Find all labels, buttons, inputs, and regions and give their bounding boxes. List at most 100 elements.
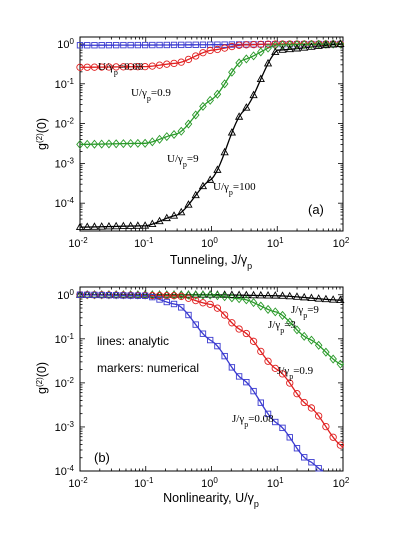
- series-marker-0: [227, 290, 237, 298]
- series-marker-0: [126, 290, 135, 298]
- y-tick-label: 100: [57, 287, 74, 302]
- series-marker-2: [278, 40, 287, 50]
- panel-b-markers: [75, 290, 345, 472]
- series-marker-3: [76, 291, 84, 298]
- panel-b: 10-2 10-1 100 101 102 10-4 10-3 10-2 10-1 100 Non…: [35, 286, 350, 509]
- series-marker-1: [213, 291, 222, 301]
- series-marker-3: [169, 211, 179, 219]
- series-marker-2: [264, 43, 272, 53]
- series-marker-3: [112, 221, 121, 230]
- series-marker-1: [271, 307, 280, 317]
- label-b-j-3: J/γp=3: [268, 319, 296, 335]
- series-marker-3: [185, 311, 192, 319]
- series-marker-1: [90, 290, 99, 300]
- series-marker-2: [235, 325, 243, 333]
- series-marker-2: [134, 138, 142, 148]
- series-marker-0: [127, 41, 134, 49]
- series-marker-1: [322, 347, 330, 357]
- series-marker-2: [286, 379, 294, 387]
- series-marker-0: [321, 294, 331, 303]
- series-marker-3: [84, 291, 91, 298]
- series-marker-1: [300, 331, 308, 341]
- series-marker-2: [155, 291, 164, 300]
- series-marker-3: [214, 342, 221, 350]
- series-marker-3: [249, 90, 258, 99]
- series-marker-1: [249, 41, 258, 49]
- series-marker-1: [105, 63, 113, 71]
- series-marker-1: [97, 290, 106, 300]
- series-marker-3: [285, 44, 294, 53]
- series-marker-3: [133, 221, 142, 229]
- series-marker-2: [148, 291, 156, 300]
- y-tick-label: 10-3: [55, 156, 75, 171]
- series-marker-1: [134, 63, 142, 71]
- series-marker-0: [177, 290, 186, 298]
- series-marker-1: [235, 41, 243, 49]
- series-marker-2: [257, 47, 265, 57]
- series-marker-0: [134, 41, 142, 49]
- series-marker-3: [140, 221, 150, 229]
- series-marker-2: [199, 299, 207, 307]
- series-marker-2: [300, 40, 308, 50]
- series-marker-0: [242, 290, 251, 299]
- series-marker-0: [97, 290, 106, 298]
- series-marker-3: [234, 112, 244, 120]
- series-marker-2: [83, 139, 92, 149]
- series-marker-2: [278, 370, 287, 378]
- series-marker-3: [120, 292, 127, 299]
- series-marker-3: [292, 44, 302, 52]
- series-line-2: [79, 43, 344, 146]
- series-marker-0: [120, 41, 127, 49]
- series-marker-0: [119, 290, 128, 298]
- series-marker-1: [105, 290, 113, 300]
- series-marker-1: [314, 340, 323, 350]
- x-tick-label: 10-1: [134, 476, 154, 491]
- series-marker-0: [256, 290, 265, 299]
- series-marker-2: [170, 129, 178, 140]
- series-marker-3: [301, 454, 308, 461]
- series-marker-1: [278, 310, 287, 320]
- label-b-j-0.9: J/γp=0.9: [277, 365, 314, 381]
- series-marker-1: [83, 290, 92, 300]
- series-marker-3: [307, 42, 316, 50]
- y-tick-label: 10-1: [55, 331, 75, 346]
- series-marker-1: [264, 304, 272, 314]
- series-marker-2: [126, 138, 135, 149]
- series-marker-0: [278, 291, 287, 299]
- series-marker-0: [112, 41, 120, 49]
- series-marker-0: [314, 294, 323, 302]
- series-marker-0: [249, 290, 258, 299]
- series-marker-2: [213, 304, 222, 312]
- series-marker-3: [127, 292, 134, 299]
- series-marker-1: [336, 359, 345, 369]
- series-marker-1: [242, 295, 251, 305]
- series-marker-0: [140, 290, 150, 298]
- series-marker-0: [185, 41, 192, 48]
- panel-a-tick-labels: 10-2 10-1 100 101 102 10-4 10-3 10-2 10-1 100: [55, 37, 350, 250]
- series-marker-3: [90, 222, 99, 230]
- series-marker-1: [249, 298, 258, 308]
- series-marker-0: [162, 290, 171, 298]
- x-tick-label: 10-1: [134, 236, 154, 251]
- series-marker-0: [104, 290, 114, 298]
- series-marker-2: [293, 390, 301, 398]
- series-marker-0: [178, 41, 185, 49]
- series-marker-2: [228, 319, 236, 327]
- series-marker-3: [263, 58, 273, 67]
- series-marker-2: [199, 101, 207, 111]
- series-marker-3: [256, 74, 265, 83]
- series-marker-1: [98, 63, 106, 71]
- series-marker-1: [170, 59, 178, 68]
- series-marker-1: [206, 46, 214, 55]
- series-marker-0: [329, 295, 338, 303]
- series-marker-0: [234, 290, 244, 298]
- series-marker-2: [220, 79, 229, 89]
- series-marker-2: [300, 398, 308, 407]
- series-marker-3: [149, 293, 156, 301]
- y-tick-label: 10-2: [55, 116, 75, 131]
- series-marker-3: [279, 424, 286, 432]
- series-marker-3: [221, 352, 228, 360]
- series-marker-0: [198, 290, 208, 298]
- series-marker-3: [141, 292, 149, 299]
- series-marker-1: [192, 52, 200, 60]
